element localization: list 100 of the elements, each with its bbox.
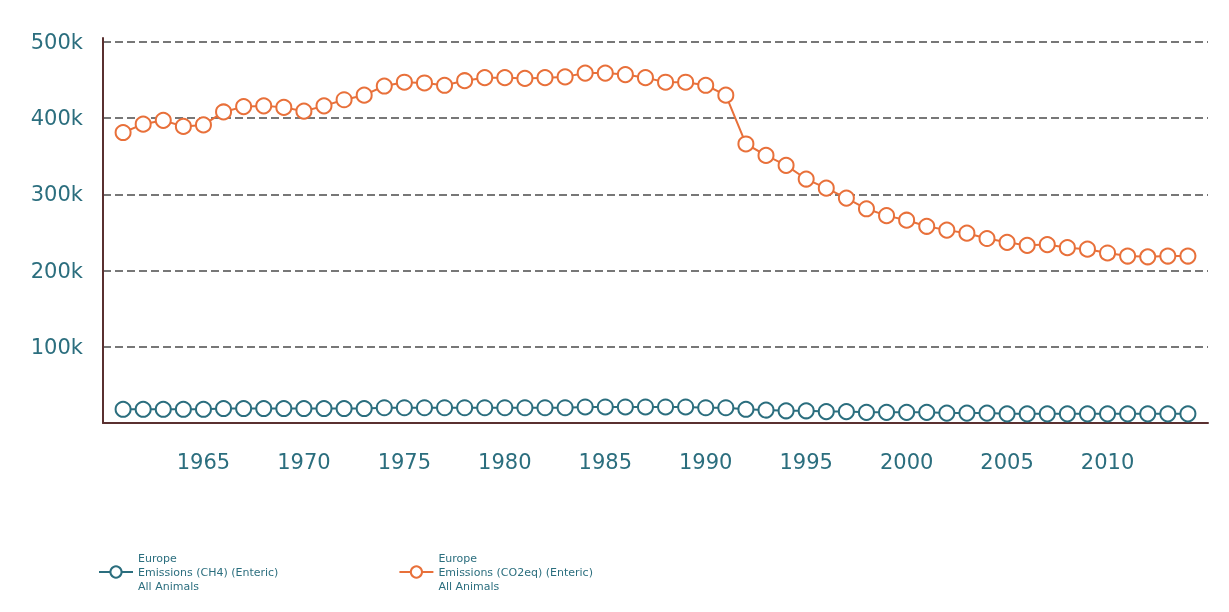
point [677,73,695,91]
x-tick-label: 1970 [277,449,331,474]
point [797,402,815,420]
point [215,400,233,418]
point [415,399,433,417]
point [636,398,654,416]
point [235,400,253,418]
point [516,399,534,417]
point [436,399,454,417]
point [998,233,1016,251]
point [355,400,373,418]
point [476,69,494,87]
point [335,400,353,418]
point [516,69,534,87]
point [456,399,474,417]
x-tick-label: 2005 [980,449,1034,474]
point [657,398,675,416]
point [1058,239,1076,257]
point [1119,405,1137,423]
point [616,398,634,416]
point [255,400,273,418]
point [395,73,413,91]
point [596,398,614,416]
point [1099,405,1117,423]
point [1139,248,1157,266]
point [837,403,855,421]
point [697,76,715,94]
x-tick-label: 1965 [176,449,231,474]
point [476,399,494,417]
x-tick-label: 2000 [879,449,934,474]
point [436,76,454,94]
point [295,102,313,120]
point [777,156,795,174]
point [757,146,775,164]
point [898,211,916,229]
point [737,400,755,418]
point [114,124,132,142]
point [1038,405,1056,423]
point [717,86,735,104]
point [978,404,996,422]
point [657,73,675,91]
y-tick-label: 100k [30,334,84,359]
point [918,217,936,235]
point [556,68,574,86]
point [697,399,715,417]
point [1159,247,1177,265]
x-tick-label: 1990 [679,449,733,474]
point [1038,236,1056,254]
point [154,111,172,129]
point [978,230,996,247]
point [898,403,916,421]
point [375,399,393,417]
x-tick-label: 1995 [779,449,833,474]
point [215,103,233,121]
point [878,207,896,225]
point [596,64,614,82]
point [275,98,293,116]
point [315,97,333,115]
point [1179,405,1197,423]
point [536,399,554,417]
point [194,116,212,134]
point [1018,405,1036,423]
point [496,69,514,87]
point [355,86,373,104]
point [194,400,212,418]
point [1179,247,1197,265]
point [154,400,172,418]
point [174,117,192,135]
x-tick-label: 1975 [377,449,432,474]
point [576,398,594,416]
point [817,179,835,197]
point [335,91,353,109]
point [1078,405,1096,423]
y-tick-label: 500k [30,29,84,54]
point [556,399,574,417]
point [1119,247,1137,265]
x-tick-label: 1980 [478,449,532,474]
point [134,400,152,418]
point [837,189,855,207]
point [878,403,896,421]
point [315,400,333,418]
point [918,403,936,421]
point [1058,405,1076,423]
point [114,400,132,418]
y-tick-label: 200k [30,258,84,283]
point [295,400,313,418]
x-tick-label: 1985 [578,449,632,474]
point [415,74,433,92]
y-tick-label: 400k [30,106,84,131]
point [958,224,976,242]
point [576,64,594,82]
point [395,399,413,417]
point [938,404,956,422]
point [857,403,875,421]
point [1018,236,1036,254]
point [938,221,956,239]
x-tick-label: 2010 [1080,449,1135,474]
point [817,403,835,421]
point [1078,240,1096,258]
point [998,405,1016,423]
